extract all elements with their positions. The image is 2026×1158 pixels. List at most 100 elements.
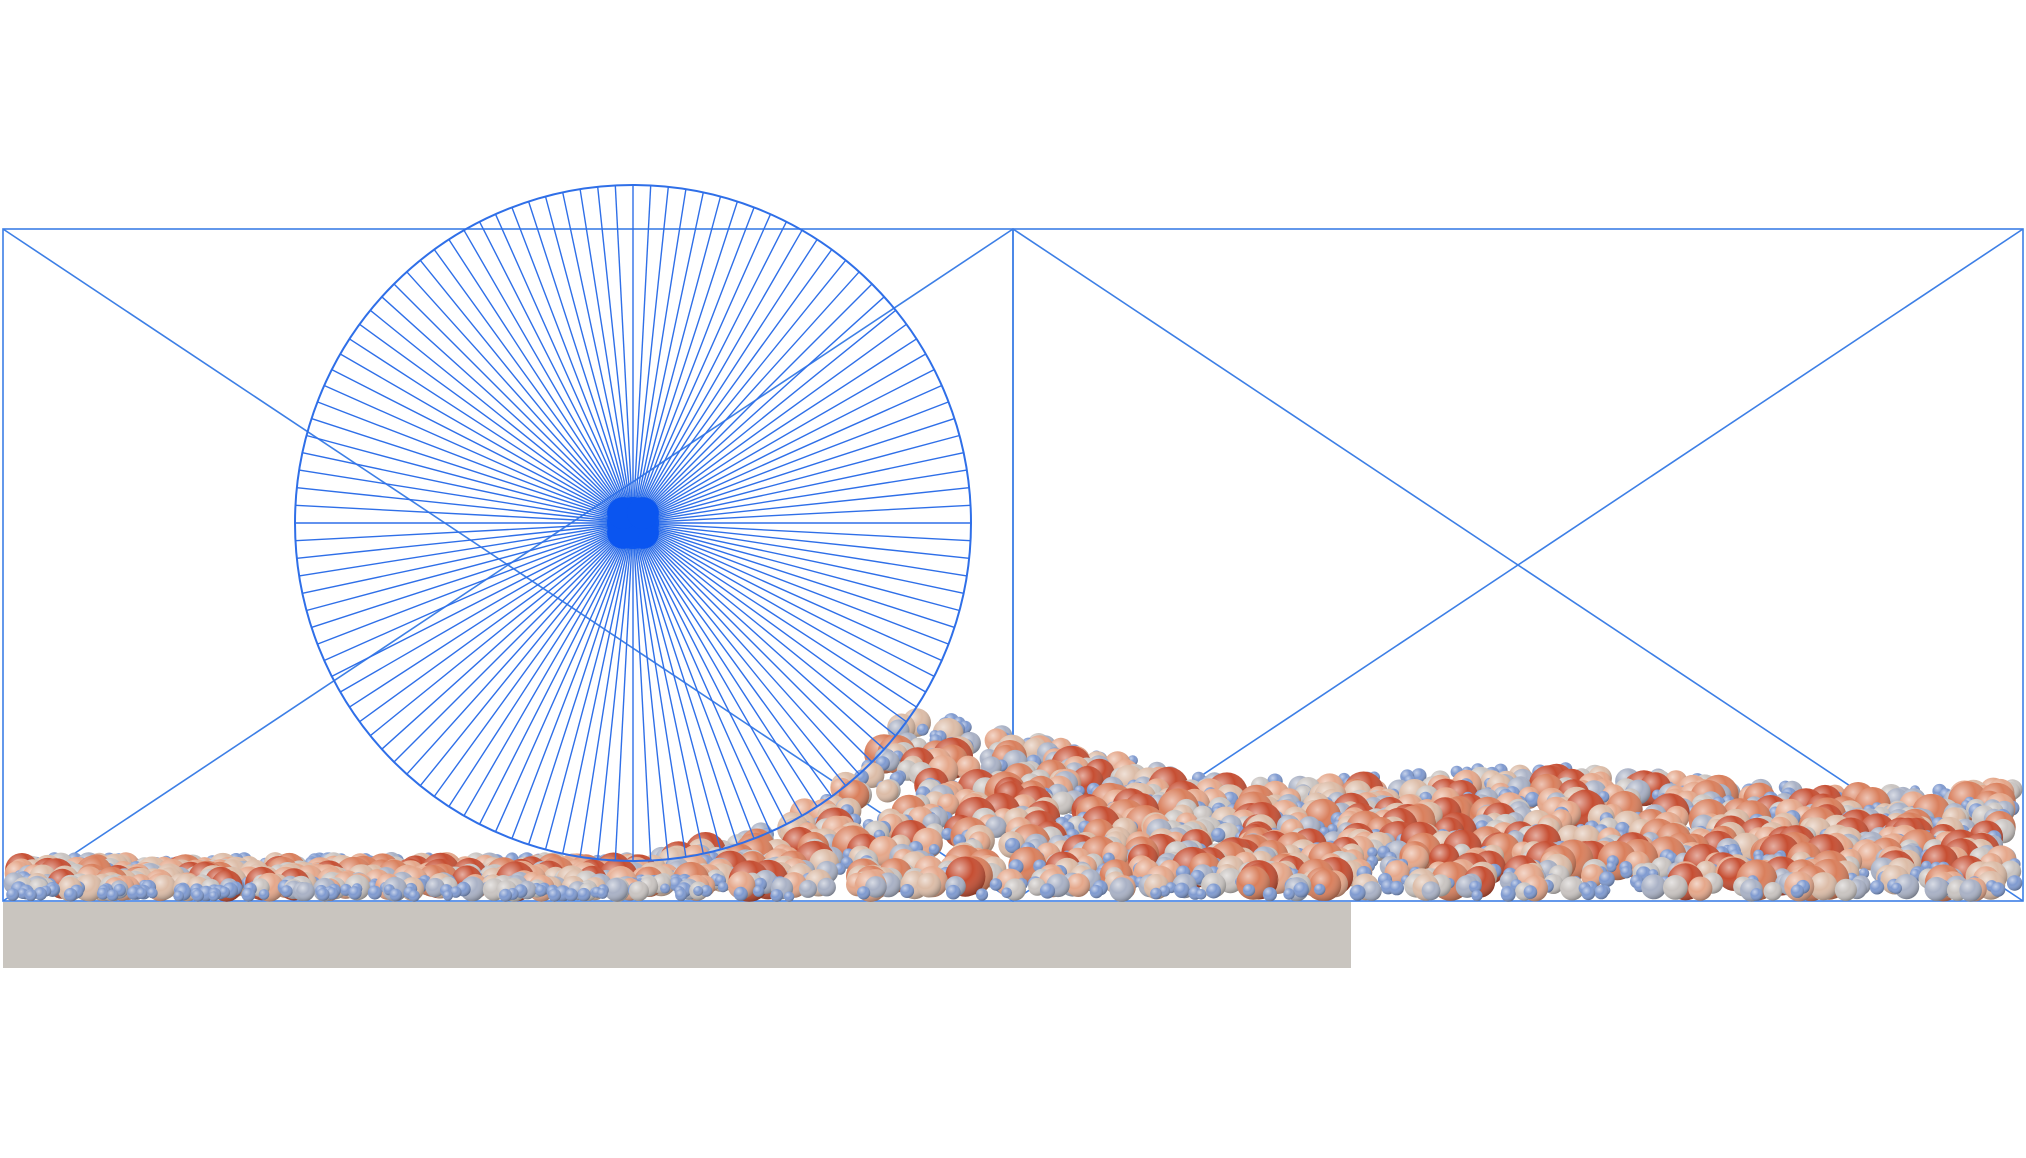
particle: [1581, 886, 1596, 901]
particle: [1471, 890, 1483, 902]
particle: [2006, 875, 2023, 891]
particle: [1314, 883, 1326, 896]
particle: [1891, 882, 1902, 894]
wheel-spoke: [494, 522, 634, 833]
particle: [876, 779, 899, 803]
particle: [675, 889, 688, 901]
particle: [25, 890, 37, 901]
particle: [1990, 882, 2006, 897]
particle: [799, 879, 817, 898]
particle: [1001, 887, 1012, 899]
wheel-spoke: [632, 353, 927, 524]
wheel-spoke: [632, 192, 704, 524]
particle: [628, 881, 649, 902]
wheel-spoke: [393, 283, 634, 524]
particle: [1790, 884, 1805, 898]
wheel-spoke: [632, 229, 803, 524]
particle: [564, 888, 578, 902]
particle: [1089, 885, 1103, 899]
wheel-spoke: [323, 522, 634, 662]
particle: [1174, 882, 1190, 898]
wheel-spoke: [562, 192, 634, 524]
wheel-spoke: [302, 522, 634, 594]
wheel-spoke: [296, 487, 634, 524]
particle: [1924, 876, 1949, 902]
particle: [548, 888, 561, 902]
wheel-spoke: [632, 522, 927, 693]
particle: [1421, 881, 1441, 901]
wheel-spoke: [632, 522, 964, 594]
wheel-spoke: [463, 229, 634, 524]
wheel-spoke: [632, 368, 935, 524]
wheel-spoke: [597, 186, 634, 524]
wheel-spoke: [527, 522, 634, 845]
particle: [1663, 875, 1688, 900]
wheel-spoke: [632, 522, 788, 825]
wheel-spoke: [331, 368, 634, 524]
wheel-mesh: [294, 184, 972, 862]
particle: [733, 886, 748, 902]
wheel-spoke: [632, 522, 803, 817]
wheel-spoke: [562, 522, 634, 854]
granular-particle-bed: [3, 708, 2023, 902]
particle: [535, 884, 547, 897]
particle: [1750, 888, 1763, 901]
wheel-spoke: [632, 452, 964, 524]
particle: [1242, 884, 1256, 897]
wheel-spoke: [393, 522, 634, 763]
particle: [1309, 869, 1342, 901]
wheel-spoke: [295, 522, 634, 542]
wheel-spoke: [632, 522, 873, 763]
particle: [208, 891, 219, 902]
particle: [408, 890, 420, 902]
wheel-spoke: [632, 487, 970, 524]
wheel-spoke: [632, 417, 955, 524]
particle: [1039, 883, 1056, 899]
particle: [1066, 873, 1090, 897]
wheel-spoke: [632, 522, 652, 861]
wheel-spoke: [632, 522, 943, 662]
particle: [1349, 884, 1366, 901]
particle: [147, 887, 158, 899]
wheel-spoke: [632, 522, 935, 678]
particle: [1206, 883, 1222, 899]
particle: [1834, 878, 1857, 902]
wheel-spoke: [339, 522, 634, 693]
wheel-spoke: [494, 213, 634, 524]
particle: [660, 883, 671, 894]
wheel-spoke: [632, 283, 873, 524]
wheel-spoke: [296, 522, 634, 559]
particle: [975, 888, 989, 901]
wheel-spoke: [632, 522, 772, 833]
particle: [1594, 885, 1609, 900]
particle: [1524, 791, 1540, 807]
particle: [6, 888, 19, 901]
particle: [296, 882, 315, 901]
particle: [1620, 866, 1633, 879]
hub-lobe: [626, 497, 659, 530]
particle: [1523, 885, 1538, 899]
particle: [817, 877, 836, 897]
particle: [316, 888, 330, 901]
particle: [1500, 886, 1516, 902]
wheel-spoke: [331, 522, 634, 678]
particle: [1641, 874, 1667, 900]
particle: [280, 885, 293, 898]
wheel-spoke: [597, 522, 634, 860]
wheel-spoke: [478, 221, 634, 524]
particle: [1283, 888, 1295, 900]
particle: [241, 887, 256, 902]
particle: [752, 885, 765, 897]
particle: [367, 885, 382, 900]
wheel-spoke: [632, 201, 739, 524]
wheel-spoke: [632, 522, 970, 559]
particle: [1606, 861, 1617, 873]
particle: [717, 881, 729, 893]
particle: [1109, 877, 1134, 902]
wheel-spoke: [311, 522, 634, 629]
wheel-spoke: [311, 417, 634, 524]
particle: [900, 884, 915, 898]
particle: [1293, 882, 1309, 898]
wheel-spoke: [463, 522, 634, 817]
particle: [1389, 880, 1405, 896]
